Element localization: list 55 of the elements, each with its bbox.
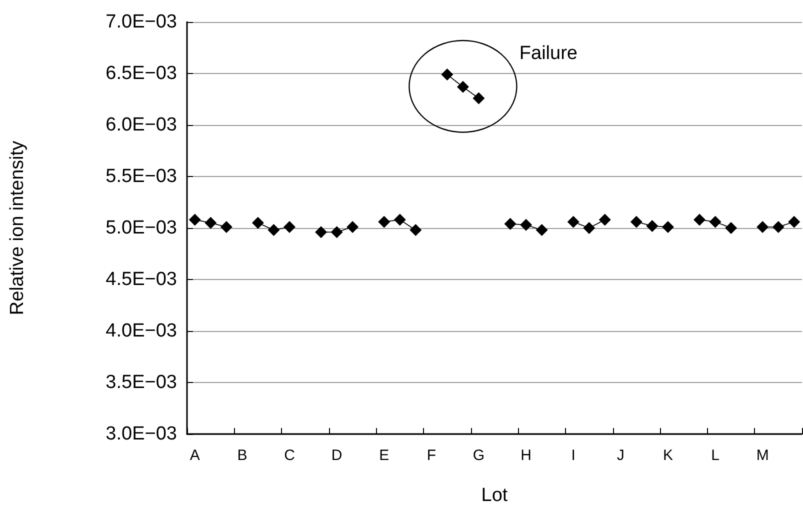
point: [709, 216, 722, 228]
x-tick-label: H: [520, 447, 532, 464]
point: [646, 220, 658, 232]
point: [583, 222, 596, 234]
x-tick-label: J: [616, 447, 624, 464]
point: [788, 216, 800, 228]
x-tick-label: A: [190, 447, 200, 464]
point: [268, 224, 280, 236]
x-tick-label: K: [662, 447, 673, 464]
point: [441, 68, 454, 81]
point: [220, 220, 232, 233]
point: [504, 218, 516, 230]
y-axis-title: Relative ion intensity: [7, 140, 28, 316]
point: [725, 222, 738, 234]
y-tick-label: 3.5E−03: [106, 372, 177, 393]
y-tick-label: 4.0E−03: [106, 320, 177, 342]
point: [567, 216, 580, 228]
point: [330, 226, 343, 238]
x-tick-label: M: [756, 447, 769, 464]
point: [252, 216, 264, 229]
point: [315, 226, 328, 238]
y-tick-label: 6.5E−03: [106, 63, 177, 84]
y-tick-label: 7.0E−03: [106, 12, 177, 32]
y-tick-label: 6.0E−03: [106, 114, 177, 136]
point: [598, 214, 611, 226]
x-tick-label: G: [472, 447, 485, 464]
point: [756, 220, 769, 233]
point: [694, 214, 706, 226]
point: [284, 220, 296, 233]
x-tick-label: L: [711, 447, 720, 464]
point: [662, 220, 674, 233]
x-tick-label: E: [379, 447, 390, 464]
point: [204, 216, 217, 229]
point: [378, 216, 390, 228]
y-tick-label: 3.0E−03: [106, 424, 177, 444]
point: [188, 214, 201, 226]
x-tick-label: D: [331, 447, 342, 464]
point: [456, 80, 469, 93]
y-tick-label: 5.0E−03: [106, 218, 177, 238]
point: [394, 214, 406, 226]
y-tick-label: 4.5E−03: [106, 269, 177, 290]
x-tick-label: B: [237, 447, 248, 464]
point: [520, 218, 532, 231]
annotation: Failure: [519, 42, 578, 64]
point: [472, 92, 485, 104]
x-tick-label: I: [571, 447, 576, 464]
point: [346, 220, 359, 233]
x-tick-label: C: [284, 447, 296, 464]
point: [410, 224, 422, 236]
point: [536, 224, 548, 236]
x-axis-title: Lot: [481, 485, 508, 506]
point: [630, 216, 642, 228]
y-tick-label: 5.5E−03: [106, 166, 177, 187]
x-tick-label: F: [426, 447, 436, 464]
point: [772, 220, 784, 233]
